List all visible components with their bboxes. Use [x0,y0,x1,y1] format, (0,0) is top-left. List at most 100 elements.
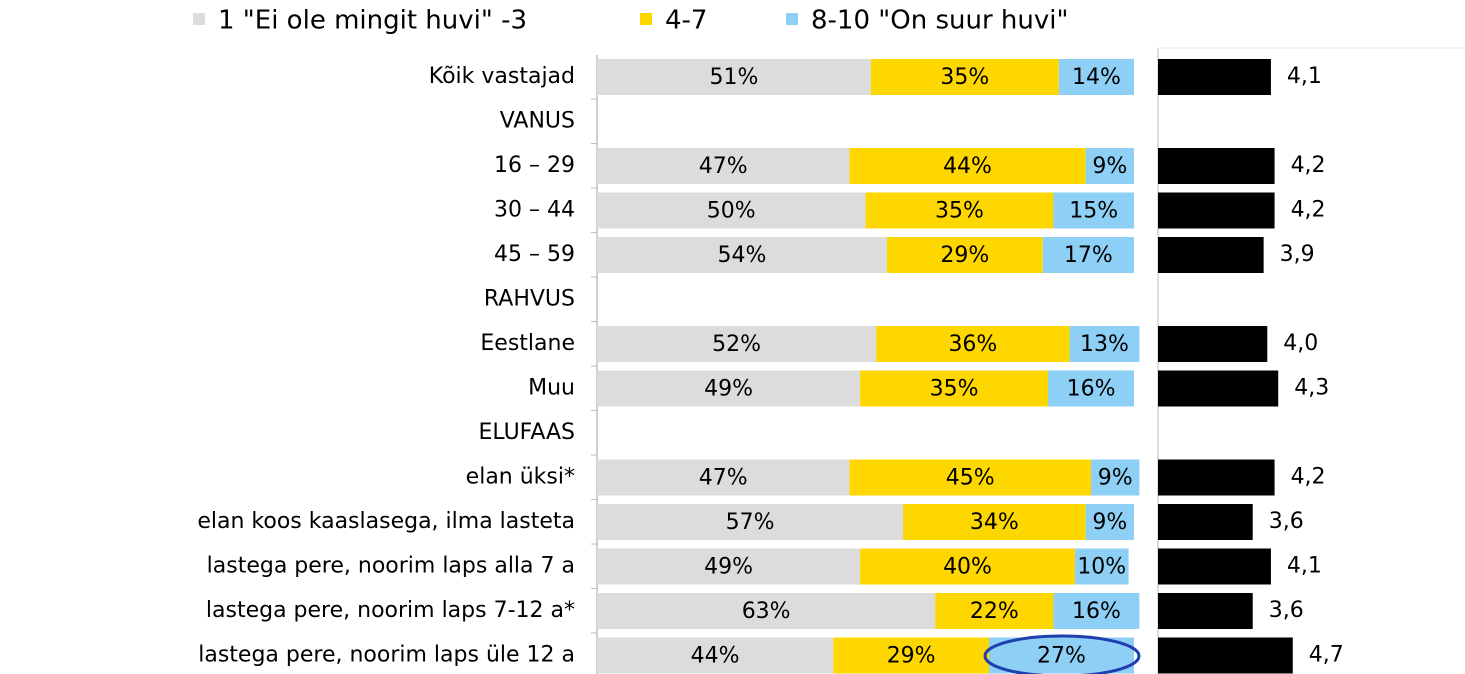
bar-segment [597,504,904,540]
data-label: 22% [970,599,1019,624]
data-label: 16% [1072,599,1121,624]
y-tick-label: 45 – 59 [494,242,575,267]
data-label: 35% [935,199,984,224]
data-label: 14% [1072,65,1121,90]
bar-segment [1085,504,1134,540]
bar [1158,548,1271,585]
bar-segment [597,548,861,585]
y-tick-label: 16 – 29 [494,153,575,178]
data-label: 3,9 [1280,242,1315,267]
bar-segment [1053,593,1140,629]
bar [1158,59,1271,95]
data-label: 49% [704,555,753,580]
data-label: 52% [712,332,761,357]
bar-segment [903,504,1086,540]
data-label: 4,2 [1291,465,1326,490]
bar-segment [597,459,850,496]
data-label: 36% [948,332,997,357]
data-label: 27% [1037,644,1086,669]
data-label: 13% [1080,332,1129,357]
data-label: 4,1 [1287,554,1322,579]
bar-segment [597,637,834,674]
data-label: 47% [699,466,748,491]
y-tick-label: elan üksi* [466,465,575,490]
data-label: 40% [943,555,992,580]
data-label: 3,6 [1269,598,1304,623]
bar [1158,459,1275,496]
data-label: 4,1 [1287,64,1322,89]
data-label: 63% [742,599,791,624]
bar-segment [935,593,1054,629]
data-label: 29% [940,243,989,268]
data-label: 35% [930,377,979,402]
bar-segment [1074,548,1129,585]
bar-segment [1085,148,1134,184]
bar-segment [1042,237,1134,273]
y-tick-label: VANUS [500,109,575,134]
data-label: 4,0 [1283,331,1318,356]
y-tick-label: RAHVUS [484,287,575,312]
y-tick-label: 30 – 44 [494,198,575,223]
bar [1158,504,1253,540]
data-label: 29% [887,644,936,669]
y-tick-label: lastega pere, noorim laps alla 7 a [207,554,575,579]
data-label: 50% [707,199,756,224]
y-tick-label: lastega pere, noorim laps üle 12 a [198,643,575,668]
legend-label: 1 "Ei ole mingit huvi" -3 [218,6,527,36]
data-label: 4,7 [1309,643,1344,668]
legend-swatch [640,13,652,25]
data-label: 54% [718,243,767,268]
bar-segment [849,459,1092,496]
bar-segment [597,593,936,629]
bar [1158,326,1268,362]
bar-segment [1069,326,1140,362]
bar [1158,637,1293,674]
bar-segment [1091,459,1140,496]
y-tick-label: Muu [528,376,575,401]
bar-segment [1058,59,1134,95]
bar-segment [833,637,990,674]
y-tick-label: ELUFAAS [479,420,575,445]
bar-segment [989,637,1134,674]
bar-segment [597,326,877,362]
bar-segment [1048,370,1134,407]
bar [1158,237,1264,273]
y-tick-label: lastega pere, noorim laps 7-12 a* [206,598,575,623]
legend-label: 4-7 [665,6,707,36]
data-label: 44% [691,644,740,669]
data-label: 34% [970,510,1019,535]
y-tick-label: Eestlane [480,331,575,356]
bar-segment [597,59,871,95]
bar-segment [860,370,1049,407]
data-label: 47% [699,154,748,179]
legend-swatch [786,13,798,25]
bar-segment [597,192,866,229]
data-label: 9% [1092,154,1127,179]
bar [1158,370,1279,407]
bar-segment [865,192,1054,229]
bar-segment [860,548,1075,585]
bar-segment [597,370,861,407]
data-label: 44% [943,154,992,179]
data-label: 51% [709,65,758,90]
data-label: 17% [1064,243,1113,268]
bar [1158,593,1253,629]
data-label: 3,6 [1269,509,1304,534]
data-label: 4,3 [1294,376,1329,401]
data-label: 9% [1098,466,1133,491]
bar [1158,192,1275,229]
bar-segment [1053,192,1134,229]
legend-swatch [193,13,205,25]
bar-segment [849,148,1086,184]
bar-segment [870,59,1059,95]
data-label: 4,2 [1291,198,1326,223]
data-label: 10% [1077,555,1126,580]
data-label: 15% [1069,199,1118,224]
data-label: 4,2 [1291,153,1326,178]
data-label: 16% [1067,377,1116,402]
data-label: 49% [704,377,753,402]
bar-segment [886,237,1043,273]
bar-segment [597,237,887,273]
data-label: 57% [726,510,775,535]
data-label: 35% [940,65,989,90]
